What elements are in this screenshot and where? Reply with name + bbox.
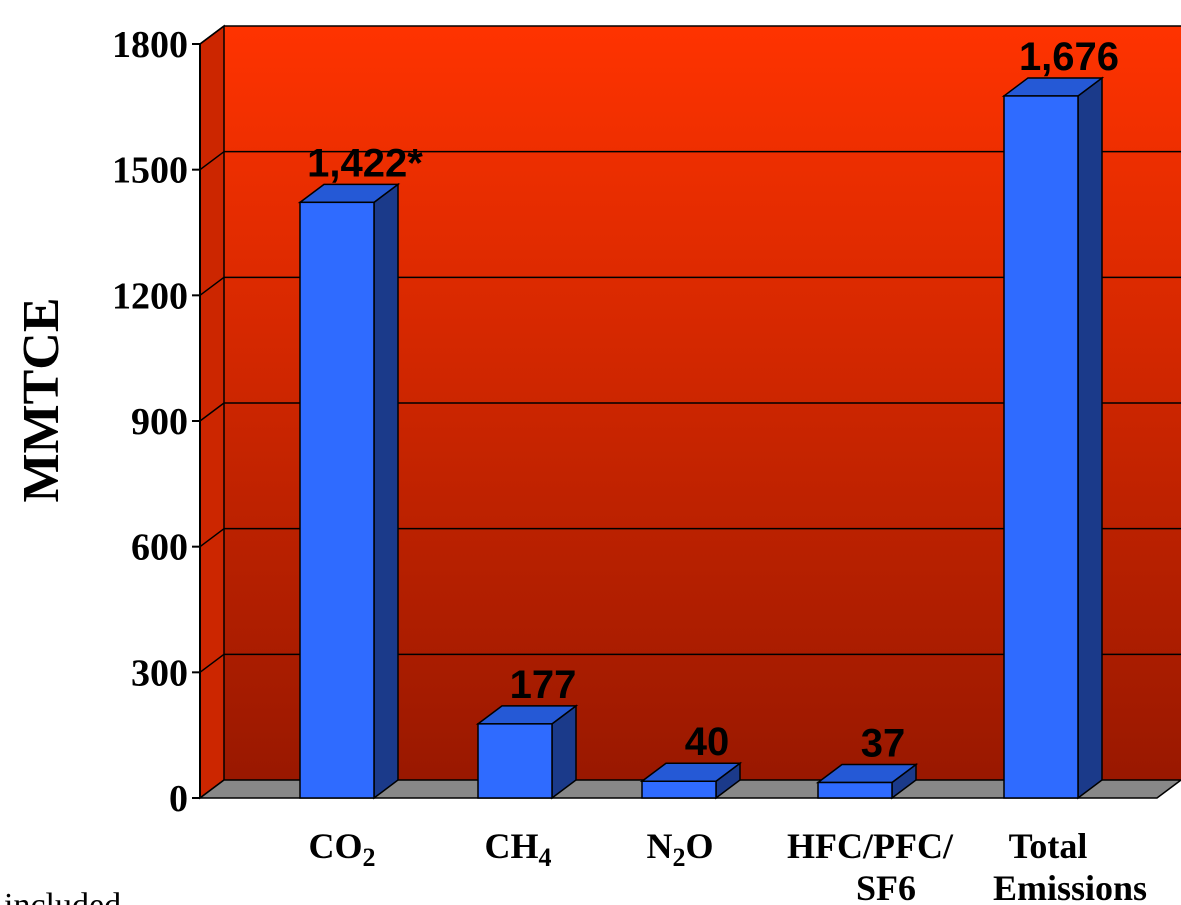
y-tick-label: 300 <box>131 652 188 694</box>
data-label: 1,422* <box>307 141 423 185</box>
footnote: included <box>4 887 121 905</box>
gridline-side <box>199 402 225 422</box>
bar-front <box>299 201 375 799</box>
data-label: 1,676 <box>1019 35 1119 79</box>
bar <box>639 761 743 800</box>
y-tick-label: 600 <box>131 527 188 569</box>
gridline-side <box>199 25 225 45</box>
bar <box>1001 76 1105 800</box>
bar-side <box>1077 76 1103 800</box>
bar-front <box>641 780 717 799</box>
gridline-side <box>199 528 225 548</box>
gridline-side <box>199 653 225 673</box>
data-label: 37 <box>861 722 906 766</box>
y-tick-label: 900 <box>131 401 188 443</box>
gridline-side <box>199 151 225 171</box>
x-tick-label: CO2 <box>309 826 376 872</box>
gridline-side <box>199 276 225 296</box>
bar-front <box>1003 95 1079 799</box>
y-axis: 0 300 600 900 1200 1500 1800 <box>112 24 201 820</box>
y-tick-label: 1500 <box>112 150 188 192</box>
y-tick-label: 0 <box>169 778 188 820</box>
bars <box>297 76 1105 800</box>
x-tick-label: N2O <box>646 826 713 872</box>
bar-front <box>817 781 893 799</box>
bar-front <box>477 723 553 799</box>
bar <box>475 704 579 800</box>
bar-side <box>373 182 399 800</box>
x-tick-label: Total <box>1009 826 1088 866</box>
bar <box>297 182 401 800</box>
data-labels: 1,422* 177 40 37 1,676 <box>307 35 1119 766</box>
y-tick-label: 1200 <box>112 275 188 317</box>
data-label: 40 <box>685 720 730 764</box>
x-tick-label: HFC/PFC/ <box>787 826 954 866</box>
x-tick-label-line2: SF6 <box>856 868 916 905</box>
y-tick-label: 1800 <box>112 24 188 66</box>
x-tick-label: CH4 <box>485 826 552 872</box>
x-tick-label-line2: Emissions <box>993 868 1147 905</box>
bar <box>815 763 919 800</box>
y-axis-label: MMTCE <box>13 297 70 502</box>
data-label: 177 <box>510 663 577 707</box>
